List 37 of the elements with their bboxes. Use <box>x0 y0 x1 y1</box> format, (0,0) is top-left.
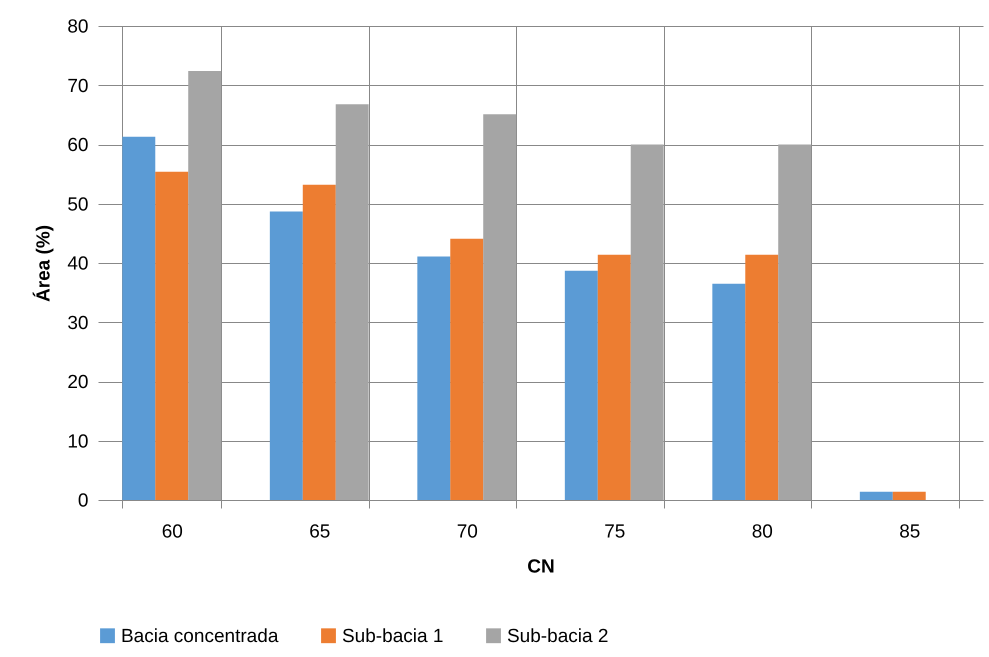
x-tick-label: 85 <box>899 522 920 542</box>
x-tick-label: 70 <box>456 522 478 542</box>
y-tick-label: 40 <box>67 254 88 274</box>
bar <box>122 136 156 500</box>
x-axis-title: CN <box>527 556 555 578</box>
legend-label: Sub-bacia 2 <box>507 626 608 647</box>
y-tick-label: 0 <box>78 490 88 512</box>
bar <box>598 254 631 500</box>
bar <box>155 172 188 500</box>
bar <box>778 144 812 500</box>
bar <box>270 211 303 500</box>
legend-label: Sub-bacia 1 <box>342 626 444 647</box>
y-tick-label: 80 <box>67 16 88 38</box>
x-tick-label: 65 <box>309 522 330 542</box>
x-tick-label: 75 <box>604 522 626 542</box>
y-tick-label: 60 <box>67 135 88 156</box>
bar <box>860 492 893 500</box>
y-axis-title: Área (%) <box>32 224 54 302</box>
bar <box>483 114 516 500</box>
x-tick-label: 60 <box>162 522 183 542</box>
bar <box>892 492 926 500</box>
bar <box>712 284 746 500</box>
bar <box>564 270 598 500</box>
y-tick-label: 50 <box>67 194 88 216</box>
bar <box>630 144 664 500</box>
bar <box>417 256 450 500</box>
y-tick-label: 70 <box>67 76 88 97</box>
bar <box>745 254 778 500</box>
y-tick-label: 30 <box>67 312 88 334</box>
bar <box>188 71 222 500</box>
bar <box>450 238 484 500</box>
bar <box>302 184 336 500</box>
bar <box>336 104 369 500</box>
legend-label: Bacia concentrada <box>121 626 279 647</box>
x-tick-label: 80 <box>752 522 773 542</box>
y-tick-label: 20 <box>67 372 88 393</box>
y-tick-label: 10 <box>67 431 88 452</box>
